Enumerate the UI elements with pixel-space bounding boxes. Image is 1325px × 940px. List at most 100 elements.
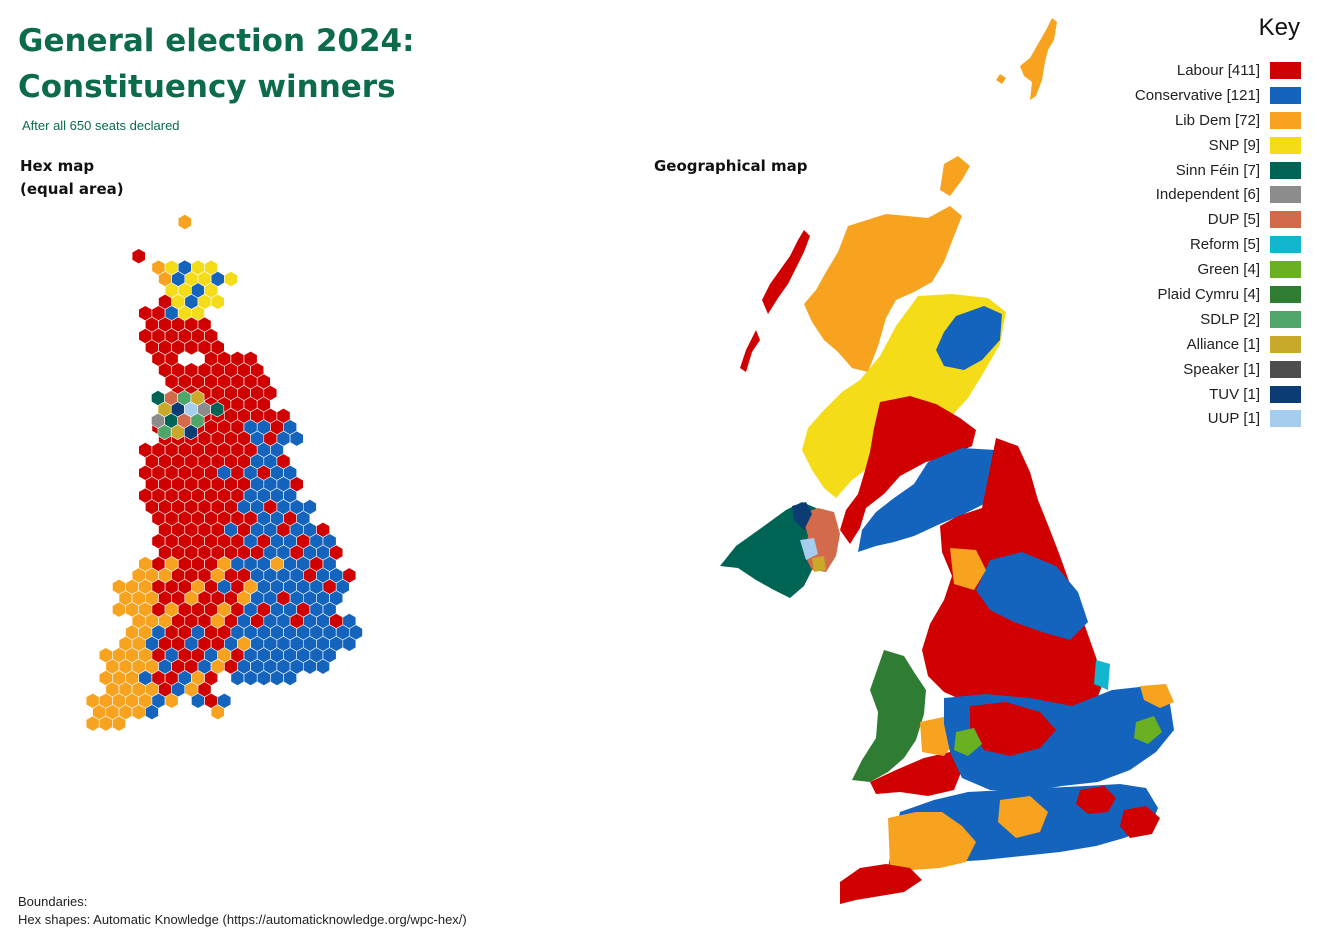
highlands-region [804, 206, 962, 372]
orkney-region [996, 74, 1006, 84]
far-north-region [940, 156, 970, 196]
subtitle: After all 650 seats declared [22, 118, 180, 133]
legend-swatch [1270, 310, 1301, 328]
page-title: General election 2024: Constituency winn… [18, 18, 415, 110]
legend-item: Sinn Féin [7] [1041, 158, 1301, 183]
hex-map-label-line-1: Hex map [20, 157, 95, 175]
constituency-hex [210, 401, 225, 418]
legend-swatch [1270, 211, 1301, 229]
hex-map [85, 214, 363, 732]
norfolk-libdem-region [1140, 684, 1174, 708]
legend-swatch [1270, 360, 1301, 378]
hex-layer [85, 214, 363, 732]
legend-swatch [1270, 385, 1301, 403]
legend-label: SNP [9] [1208, 136, 1260, 154]
footer-boundaries: Boundaries: [18, 894, 88, 909]
legend-item: Green [4] [1041, 257, 1301, 282]
constituency-hex [177, 214, 192, 230]
constituency-hex [210, 704, 225, 721]
legend-swatch [1270, 261, 1301, 279]
legend-item: Speaker [1] [1041, 357, 1301, 382]
constituency-hex [316, 658, 330, 675]
outer-isles-south-region [740, 330, 760, 372]
legend-swatch [1270, 136, 1301, 154]
constituency-hex [131, 248, 146, 265]
legend-swatch [1270, 410, 1301, 428]
legend-item: Alliance [1] [1041, 332, 1301, 357]
constituency-hex [164, 692, 179, 709]
geographical-map [720, 18, 1174, 904]
north-yorkshire-region [976, 552, 1088, 640]
legend-item: TUV [1] [1041, 382, 1301, 407]
kent-region [1120, 806, 1160, 838]
ni-uup-region [800, 538, 818, 560]
wales-region [852, 650, 926, 782]
legend-label: Sinn Féin [7] [1175, 161, 1260, 179]
south-west-libdem-region [888, 812, 976, 870]
title-line-1: General election 2024: [18, 23, 415, 59]
legend-item: Lib Dem [72] [1041, 108, 1301, 133]
legend-label: Independent [6] [1155, 186, 1260, 204]
central-belt-region [840, 396, 976, 544]
footer-hex-source: Hex shapes: Automatic Knowledge (https:/… [18, 912, 467, 927]
legend-swatch [1270, 61, 1301, 79]
south-wales-region [870, 752, 962, 796]
legend-item: Independent [6] [1041, 182, 1301, 207]
legend-label: TUV [1] [1209, 385, 1260, 403]
constituency-hex [112, 715, 126, 732]
legend: Labour [411] Conservative [121] Lib Dem [7… [1041, 58, 1301, 431]
legend-item: DUP [5] [1041, 207, 1301, 232]
ni-alliance-region [812, 556, 826, 572]
legend-item: Reform [5] [1041, 232, 1301, 257]
legend-item: SDLP [2] [1041, 307, 1301, 332]
aberdeenshire-region [936, 306, 1002, 370]
legend-swatch [1270, 236, 1301, 254]
london-region [1076, 786, 1116, 814]
legend-label: SDLP [2] [1200, 310, 1260, 328]
constituency-hex [145, 704, 159, 721]
shetland-region [1020, 18, 1057, 100]
legend-item: Labour [411] [1041, 58, 1301, 83]
constituency-hex [289, 430, 304, 447]
legend-label: Lib Dem [72] [1174, 111, 1260, 129]
footer: Boundaries: Hex shapes: Automatic Knowle… [18, 893, 467, 929]
legend-label: Reform [5] [1189, 236, 1260, 254]
legend-label: DUP [5] [1207, 211, 1260, 229]
western-isles-region [762, 230, 810, 314]
hex-map-label-line-2: (equal area) [20, 180, 124, 198]
legend-item: SNP [9] [1041, 133, 1301, 158]
legend-item: Conservative [121] [1041, 83, 1301, 108]
devon-cornwall-region [840, 864, 922, 904]
northern-ireland-region [720, 502, 826, 598]
legend-label: Labour [411] [1176, 61, 1260, 79]
cumbria-libdem-region [950, 548, 986, 590]
legend-swatch [1270, 186, 1301, 204]
constituency-hex [283, 670, 297, 686]
legend-label: UUP [1] [1207, 410, 1260, 428]
constituency-hex [224, 271, 238, 287]
legend-label: Plaid Cymru [4] [1157, 285, 1260, 303]
legend-swatch [1270, 335, 1301, 353]
constituency-hex [342, 635, 357, 652]
key-title: Key [1258, 14, 1300, 41]
borders-region [858, 448, 1000, 552]
legend-item: UUP [1] [1041, 406, 1301, 431]
legend-label: Conservative [121] [1134, 86, 1260, 104]
legend-swatch [1270, 161, 1301, 179]
legend-item: Plaid Cymru [4] [1041, 282, 1301, 307]
midlands-labour-region [970, 702, 1056, 756]
legend-label: Alliance [1] [1186, 335, 1260, 353]
legend-swatch [1270, 111, 1301, 129]
ni-tuv-region [792, 502, 812, 530]
constituency-hex [184, 424, 198, 441]
title-line-2: Constituency winners [18, 69, 396, 105]
midlands-green-region [954, 728, 982, 756]
east-anglia-green-region [1134, 716, 1162, 744]
legend-label: Speaker [1] [1183, 360, 1260, 378]
hex-map-label: Hex map (equal area) [20, 155, 124, 201]
legend-swatch [1270, 285, 1301, 303]
east-coast-reform-region [1094, 660, 1110, 690]
geo-map-label: Geographical map [654, 157, 808, 175]
legend-swatch [1270, 86, 1301, 104]
legend-label: Green [4] [1197, 261, 1260, 279]
